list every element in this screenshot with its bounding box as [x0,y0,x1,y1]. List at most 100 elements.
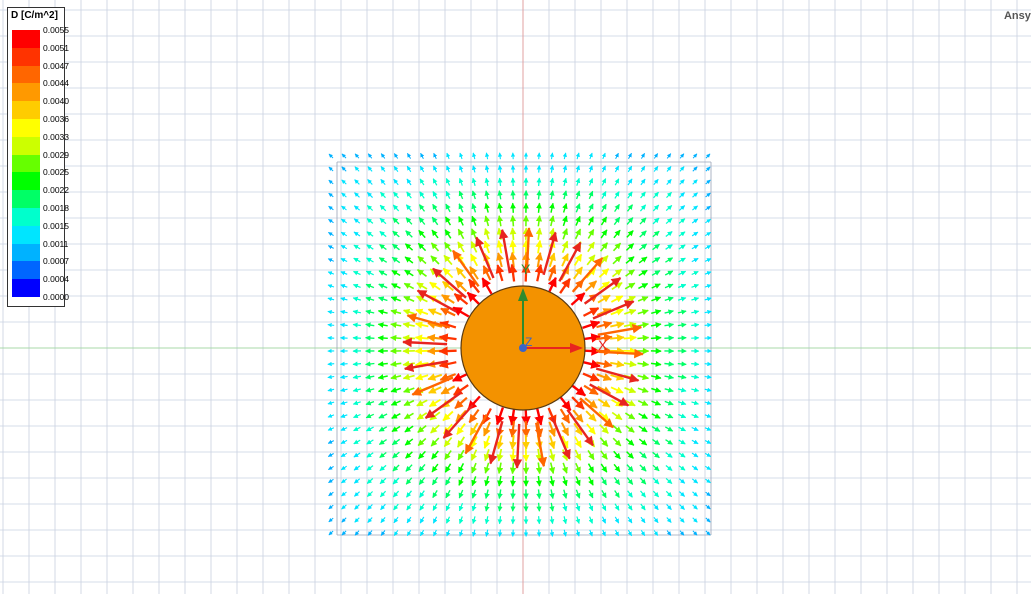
field-vector [379,490,387,498]
field-vector-strong [558,241,582,282]
field-vector [705,491,711,497]
field-vector-strong [572,257,604,292]
field-vector [457,241,465,253]
legend-tick-label: 0.0029 [43,149,69,160]
field-vector [652,204,660,212]
field-vector [610,360,625,368]
field-vector [595,333,613,343]
field-vector [677,374,687,380]
field-vector [439,320,457,330]
field-vector [353,257,361,263]
field-vector [588,152,593,160]
field-vector [458,516,464,524]
field-vector [597,294,611,304]
field-vector [497,152,503,160]
field-vector [508,406,518,426]
field-vector [484,177,490,187]
field-vector [393,153,399,159]
field-vector [587,241,595,253]
field-vector [704,439,712,444]
field-vector [640,153,646,159]
field-vector [652,243,660,251]
field-vector [679,491,685,497]
field-vector [705,231,712,237]
field-vector [340,218,348,224]
field-vector [415,373,429,381]
field-vector [691,439,699,445]
field-vector-strong [424,391,462,419]
field-vector [575,203,581,213]
field-vector [340,452,348,458]
field-vector [406,178,412,186]
field-vector [419,529,425,537]
field-vector [353,270,361,276]
field-vector [414,321,429,329]
field-vector [692,166,698,172]
field-vector [692,179,698,185]
field-vector [392,217,400,225]
field-vector [600,450,608,460]
field-vector [367,530,373,536]
field-vector [483,240,491,254]
field-vector [365,322,375,328]
field-vector [692,205,698,211]
field-vector [588,190,594,200]
field-vector [705,504,711,510]
field-vector [624,308,637,316]
field-vector [705,192,711,198]
field-vector [664,426,674,432]
field-vector [454,279,468,293]
field-vector [497,475,504,487]
field-vector [458,489,464,499]
field-vector [653,191,659,199]
field-vector [417,255,427,265]
field-vector [496,252,504,268]
field-vector [588,503,594,512]
field-vector [471,203,477,213]
field-vector [341,153,347,159]
field-vector [536,502,542,512]
field-vector [664,335,675,341]
field-vector [472,152,477,160]
field-vector [677,296,687,302]
field-vector [339,374,348,380]
field-vector [432,503,438,511]
field-vector [536,202,542,213]
field-vector [561,228,568,240]
field-vector [535,475,542,487]
field-vector [365,296,375,302]
field-vector [534,421,544,438]
field-vector-strong [542,231,558,276]
field-vector [678,270,687,276]
field-vector [445,178,451,186]
field-vector [637,334,650,342]
field-vector [484,502,490,512]
field-vector [339,322,348,328]
field-vector [652,464,660,472]
field-vector [497,190,503,200]
field-vector [691,387,700,393]
field-vector [637,360,650,368]
field-vector [664,400,674,406]
color-legend[interactable]: D [C/m^2] 0.0055 0.0051 0.0047 0.0044 0.0040… [7,7,69,307]
field-vector [496,215,504,227]
field-vector [405,204,413,212]
field-vector [666,517,672,523]
field-vector [328,153,334,159]
field-vector [626,204,634,212]
field-vector [574,449,582,461]
field-vector-strong [523,227,534,273]
field-vector [614,178,620,186]
field-vector [705,179,711,185]
field-vector [638,425,648,433]
field-vector [418,463,426,473]
field-vector [456,436,466,448]
field-vector [403,386,415,393]
field-vector [445,503,451,512]
field-vector [471,177,477,186]
field-vector [679,517,685,523]
field-vector [509,448,517,462]
field-vector [393,165,399,173]
field-vector [626,230,634,238]
